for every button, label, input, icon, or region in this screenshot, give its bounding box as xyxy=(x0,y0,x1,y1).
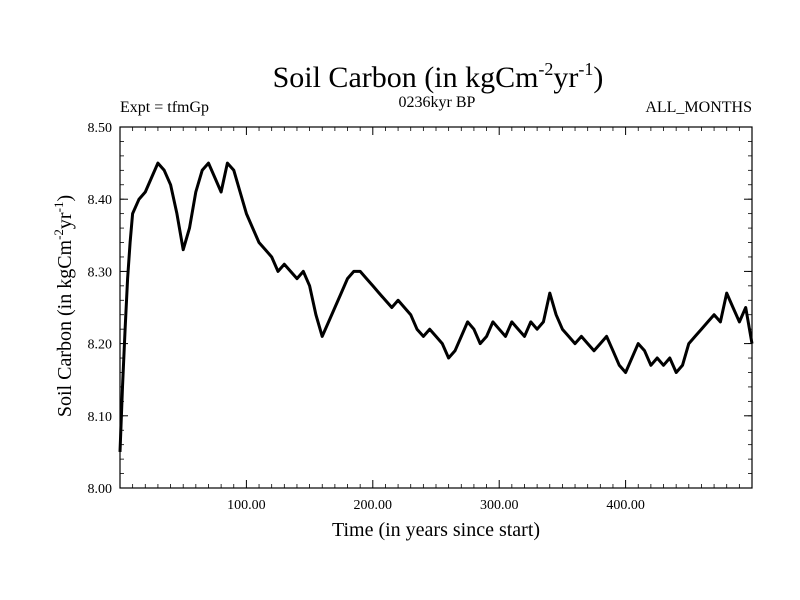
y-tick-label: 8.50 xyxy=(88,121,113,136)
soil-carbon-series-line xyxy=(118,161,754,452)
x-tick-label: 200.00 xyxy=(354,498,393,513)
y-tick-label: 8.10 xyxy=(88,410,113,425)
x-axis: 100.00 200.00 300.00 400.00 xyxy=(132,127,740,513)
x-tick-label: 400.00 xyxy=(606,498,645,513)
y-tick-label: 8.40 xyxy=(88,193,113,208)
y-axis-label-sup1: -2 xyxy=(51,229,66,240)
subtitle-period: 0236kyr BP xyxy=(399,94,476,111)
subtitle-experiment: Expt = tfmGp xyxy=(120,99,209,116)
chart-title-sup1: -2 xyxy=(538,59,553,79)
y-tick-label: 8.30 xyxy=(88,265,113,280)
y-axis-label-sup2: -1 xyxy=(51,202,66,213)
x-axis-label: Time (in years since start) xyxy=(332,519,540,541)
y-tick-label: 8.20 xyxy=(88,338,113,353)
chart-title-end: ) xyxy=(593,61,603,94)
y-axis-label: Soil Carbon (in kgCm-2yr-1) xyxy=(51,195,76,417)
chart-title-sup2: -1 xyxy=(578,59,593,79)
chart-title: Soil Carbon (in kgCm-2yr-1) xyxy=(273,59,604,94)
x-tick-label: 300.00 xyxy=(480,498,519,513)
y-axis-label-end: ) xyxy=(54,195,76,202)
chart-title-main: Soil Carbon (in kgCm xyxy=(273,61,539,94)
subtitle-months: ALL_MONTHS xyxy=(645,99,752,116)
y-axis: 8.00 8.10 8.20 8.30 8.40 8.50 xyxy=(88,121,752,497)
chart-title-mid: yr xyxy=(553,61,578,94)
y-tick-label: 8.00 xyxy=(88,482,113,497)
y-axis-label-main: Soil Carbon (in kgCm xyxy=(54,239,76,417)
x-tick-label: 100.00 xyxy=(227,498,266,513)
y-axis-label-mid: yr xyxy=(54,212,76,229)
